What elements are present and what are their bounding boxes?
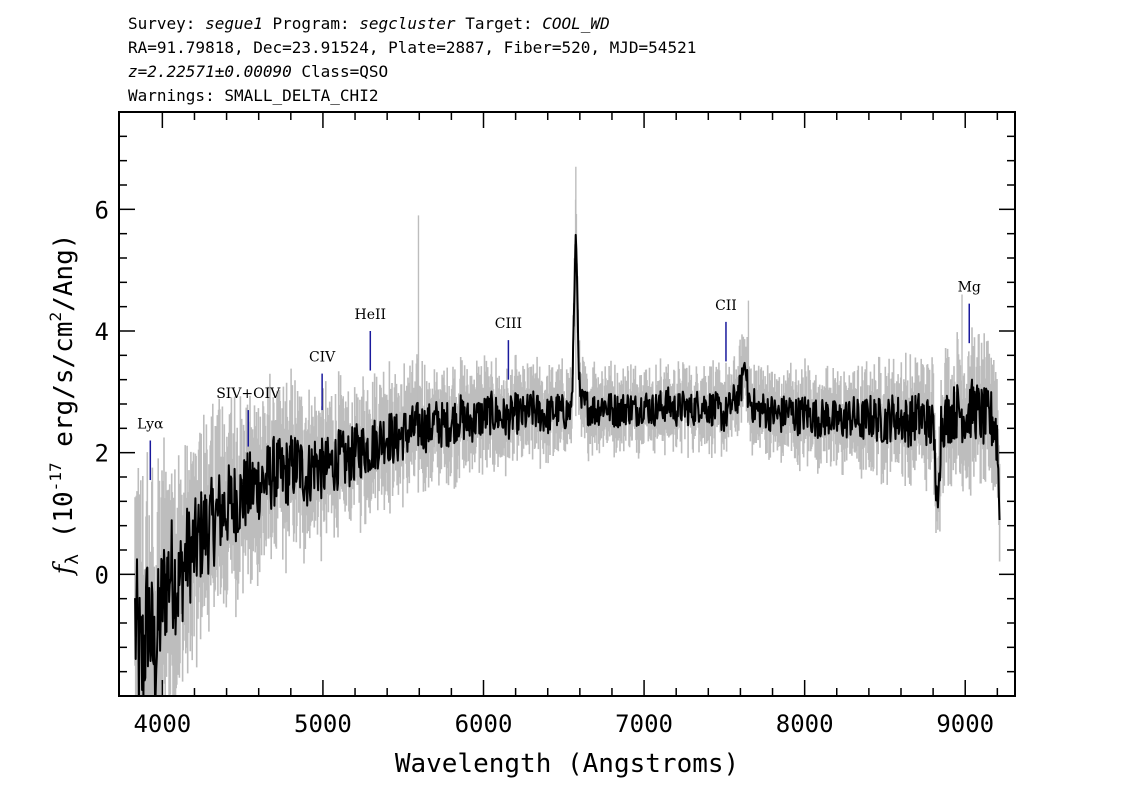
x-tick-label: 5000 (294, 710, 352, 738)
class-value: Class=QSO (301, 62, 389, 81)
line-label: Lyα (137, 417, 164, 433)
target-label: Target: (465, 14, 533, 33)
x-axis-title: Wavelength (Angstroms) (395, 749, 739, 779)
plot-area (134, 166, 1001, 696)
x-tick-label: 8000 (776, 710, 834, 738)
header-line-survey: Survey: segue1 Program: segcluster Targe… (128, 14, 610, 34)
line-label: SIV+OIV (216, 386, 281, 402)
target-value: COOL_WD (542, 14, 610, 33)
header-line-coords: RA=91.79818, Dec=23.91524, Plate=2887, F… (128, 38, 697, 57)
x-tick-label: 9000 (936, 710, 994, 738)
axis-ticks (119, 112, 1015, 696)
line-label: HeII (355, 307, 387, 323)
line-label: CII (715, 298, 737, 314)
program-label: Program: (272, 14, 350, 33)
error-series (134, 199, 1001, 696)
header-line-warnings: Warnings: SMALL_DELTA_CHI2 (128, 86, 379, 105)
y-tick-label: 0 (95, 561, 109, 589)
line-label: CIV (309, 350, 336, 366)
redshift-value: z=2.22571±0.00090 (128, 62, 292, 81)
survey-label: Survey: (128, 14, 196, 33)
line-annotations: Lyα SIV+OIV CIV HeII CIII CII Mg (137, 280, 981, 481)
survey-value: segue1 (205, 14, 263, 33)
x-tick-label: 7000 (615, 710, 673, 738)
x-tick-label: 6000 (455, 710, 513, 738)
header-line-redshift: z=2.22571±0.00090 Class=QSO (128, 62, 388, 82)
tick-labels: 4000 5000 6000 7000 8000 9000 0 2 4 6 (95, 196, 995, 738)
program-value: segcluster (359, 14, 456, 33)
line-label: CIII (495, 316, 522, 332)
line-label: Mg (958, 280, 981, 296)
y-tick-label: 4 (95, 318, 109, 346)
y-tick-label: 2 (95, 440, 109, 468)
y-tick-label: 6 (95, 196, 109, 224)
y-axis-title: fλ (10-17 erg/s/cm2/Ang) (46, 234, 83, 577)
x-tick-label: 4000 (133, 710, 191, 738)
flux-series (134, 233, 1001, 696)
